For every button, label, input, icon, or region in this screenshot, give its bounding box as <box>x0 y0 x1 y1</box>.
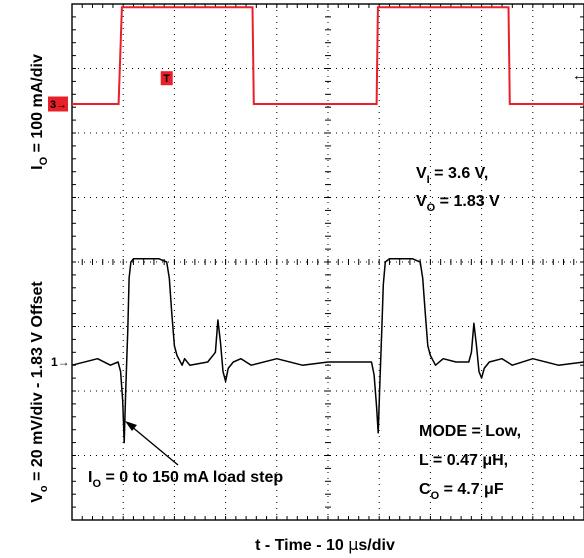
svg-text:1→: 1→ <box>51 355 70 369</box>
trigger-level-marker: ← <box>572 67 584 84</box>
load-step-arrow <box>130 425 179 466</box>
oscilloscope-grid <box>71 3 584 521</box>
y-axis-label-current: IO = 100 mA/div <box>29 54 50 170</box>
svg-text:IO = 0 to 150 mA load step: IO = 0 to 150 mA load step <box>88 469 283 490</box>
svg-text:L = 0.47 μH,: L = 0.47 μH, <box>419 452 508 469</box>
x-axis-label: t - Time - 10 μs/div <box>255 535 395 554</box>
load-step-arrowhead <box>125 421 137 431</box>
trigger-marker: T <box>160 71 173 86</box>
svg-text:VO = 1.83 V: VO = 1.83 V <box>416 193 500 214</box>
svg-text:VI = 3.6 V,: VI = 3.6 V, <box>416 165 488 186</box>
load-step-annotation: IO = 0 to 150 mA load step <box>88 421 283 490</box>
svg-text:CO = 4.7 μF: CO = 4.7 μF <box>419 481 504 502</box>
mode-annotation: MODE = Low, L = 0.47 μH, CO = 4.7 μF <box>419 423 521 502</box>
y-axis-label-voltage: Vo = 20 mV/div - 1.83 V Offset <box>29 281 50 503</box>
voltage-trace-vo <box>71 258 584 444</box>
svg-text:T: T <box>163 73 170 85</box>
channel-1-marker: 1→ <box>51 355 70 369</box>
current-trace-io <box>72 6 584 105</box>
svg-text:MODE = Low,: MODE = Low, <box>419 423 521 440</box>
input-output-voltage-annotation: VI = 3.6 V, VO = 1.83 V <box>416 165 500 214</box>
channel-3-marker: 3→ <box>48 96 68 112</box>
svg-text:3→: 3→ <box>50 99 67 111</box>
